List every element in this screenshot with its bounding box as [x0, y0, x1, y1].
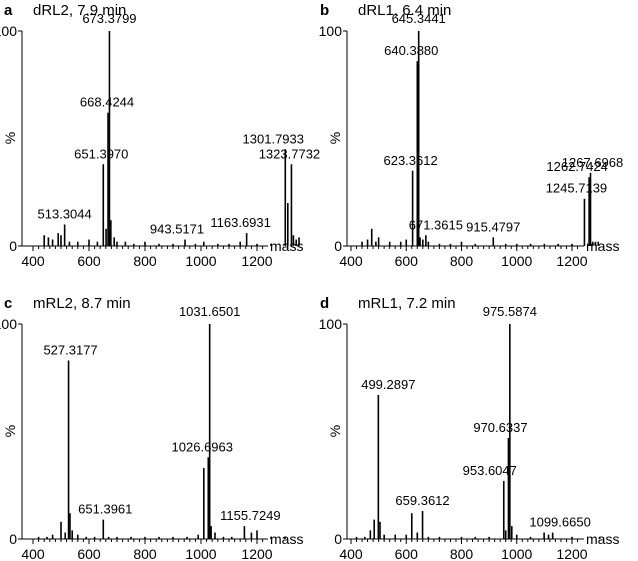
x-tick-label: 400: [21, 253, 45, 269]
peak-label: 975.5874: [483, 304, 537, 319]
peak-label: 1155.7249: [220, 508, 281, 523]
panel-letter: a: [4, 2, 13, 19]
peak-label: 943.5171: [150, 222, 204, 237]
peak-label: 513.3044: [38, 207, 92, 222]
x-tick-label: 1000: [501, 546, 532, 561]
panel-b: b dRL1, 6.4 min 0 100% 400 600 800 1000 1200mass…: [319, 2, 624, 269]
x-tick-label: 800: [450, 546, 474, 561]
y-tick-label: 100: [0, 23, 17, 39]
peak-label: 915.4797: [466, 219, 520, 234]
x-tick-label: 1000: [501, 253, 532, 269]
x-tick-label: 600: [395, 253, 419, 269]
y-axis-label: %: [2, 132, 18, 144]
peak-label: 953.6047: [463, 463, 517, 478]
peak-label: 651.3961: [78, 502, 132, 517]
x-tick-label: 600: [395, 546, 419, 561]
x-tick-label: 800: [450, 253, 474, 269]
x-tick-label: 600: [77, 253, 101, 269]
x-tick-label: 1200: [241, 253, 272, 269]
y-tick-label: 0: [334, 531, 342, 547]
peak-label: 1245.7139: [546, 181, 607, 196]
y-tick-label: 100: [0, 316, 17, 332]
peak-label: 527.3177: [43, 343, 97, 358]
peak-label: 1163.6931: [210, 215, 271, 230]
x-axis-label: mass: [270, 531, 303, 547]
y-axis-label: %: [327, 425, 343, 437]
peak-label: 673.3799: [82, 11, 136, 26]
peak-label: 1301.7933: [243, 131, 304, 146]
x-tick-label: 1200: [556, 546, 587, 561]
panel-letter: c: [4, 295, 12, 312]
x-tick-label: 1200: [556, 253, 587, 269]
x-tick-label: 1000: [185, 253, 216, 269]
peak-label: 499.2897: [361, 377, 415, 392]
y-tick-label: 0: [9, 531, 17, 547]
panel-letter: b: [320, 2, 329, 19]
peak-label: 1323.7732: [259, 146, 320, 161]
panel-d: d mRL1, 7.2 min 0 100% 400 600 800 1000 1200mass…: [319, 295, 620, 561]
peak-label: 1262.7424: [546, 159, 607, 174]
x-axis-label: mass: [586, 238, 619, 254]
panel-title: dRL1, 6.4 min: [358, 2, 451, 19]
x-tick-label: 400: [339, 546, 363, 561]
panel-title: mRL2, 8.7 min: [33, 295, 131, 312]
peak-label: 1031.6501: [179, 304, 240, 319]
y-tick-label: 100: [319, 23, 343, 39]
y-tick-label: 0: [9, 238, 17, 254]
x-tick-label: 400: [339, 253, 363, 269]
peak-label: 623.3612: [383, 153, 437, 168]
x-tick-label: 800: [133, 546, 157, 561]
peak-label: 659.3612: [395, 493, 449, 508]
x-tick-label: 800: [133, 253, 157, 269]
peak-label: 640.3880: [384, 43, 438, 58]
x-tick-label: 1000: [185, 546, 216, 561]
peak-label: 671.3615: [409, 217, 463, 232]
peak-label: 1267.6968: [562, 155, 623, 170]
y-axis-label: %: [2, 425, 18, 437]
panel-title: dRL2, 7.9 min: [33, 2, 126, 19]
peak-label: 651.3970: [74, 146, 128, 161]
x-tick-label: 1200: [241, 546, 272, 561]
x-axis-label: mass: [586, 531, 619, 547]
x-tick-label: 400: [21, 546, 45, 561]
peak-label: 1026.6963: [172, 439, 233, 454]
y-axis-label: %: [327, 132, 343, 144]
peak-label: 1099.6650: [529, 515, 590, 530]
y-tick-label: 0: [334, 238, 342, 254]
x-tick-label: 600: [77, 546, 101, 561]
panel-a: a dRL2, 7.9 min 0 100% 400 600 800 1000 1200mass…: [0, 2, 320, 269]
y-tick-label: 100: [319, 316, 343, 332]
x-axis-label: mass: [270, 238, 303, 254]
panel-letter: d: [320, 295, 329, 312]
peak-label: 668.4244: [80, 95, 134, 110]
panel-c: c mRL2, 8.7 min 0 100% 400 600 800 1000 1200mass…: [0, 295, 303, 561]
panel-title: mRL1, 7.2 min: [358, 295, 456, 312]
peak-label: 970.6337: [473, 420, 527, 435]
peak-label: 645.3441: [392, 11, 446, 26]
